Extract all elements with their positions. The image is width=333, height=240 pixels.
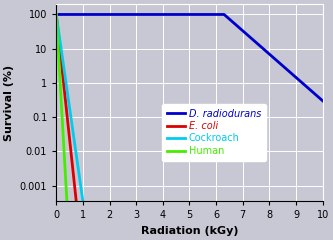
Y-axis label: Survival (%): Survival (%) <box>4 65 14 141</box>
Legend: D. radiodurans, E. coli, Cockroach, Human: D. radiodurans, E. coli, Cockroach, Huma… <box>163 104 266 161</box>
X-axis label: Radiation (kGy): Radiation (kGy) <box>141 226 238 236</box>
